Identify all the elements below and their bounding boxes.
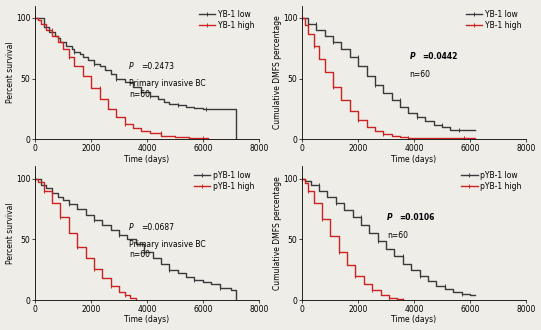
Text: P: P	[387, 213, 393, 222]
Text: P: P	[410, 52, 415, 61]
Text: n=60: n=60	[387, 231, 408, 240]
Y-axis label: Cumulative DMFS percentage: Cumulative DMFS percentage	[273, 177, 281, 290]
Legend: YB-1 low, YB-1 high: YB-1 low, YB-1 high	[198, 9, 255, 30]
Y-axis label: Percent survival: Percent survival	[5, 203, 15, 264]
Text: =0.0106: =0.0106	[399, 213, 435, 222]
Y-axis label: Cumulative DMFS percentage: Cumulative DMFS percentage	[273, 16, 281, 129]
Text: P: P	[129, 223, 134, 232]
X-axis label: Time (days): Time (days)	[392, 315, 437, 324]
Legend: pYB-1 low, pYB-1 high: pYB-1 low, pYB-1 high	[193, 170, 255, 191]
Text: =0.0687: =0.0687	[141, 223, 174, 232]
Y-axis label: Percent survival: Percent survival	[5, 42, 15, 103]
Legend: YB-1 low, YB-1 high: YB-1 low, YB-1 high	[465, 9, 522, 30]
X-axis label: Time (days): Time (days)	[124, 315, 169, 324]
Legend: pYB-1 low, pYB-1 high: pYB-1 low, pYB-1 high	[460, 170, 522, 191]
Text: P: P	[129, 62, 134, 71]
Text: =0.2473: =0.2473	[141, 62, 174, 71]
Text: =0.0442: =0.0442	[422, 52, 457, 61]
Text: Primary invasive BC
n=60: Primary invasive BC n=60	[129, 79, 206, 99]
Text: n=60: n=60	[410, 70, 431, 79]
Text: Primary invasive BC
n=60: Primary invasive BC n=60	[129, 240, 206, 259]
X-axis label: Time (days): Time (days)	[392, 155, 437, 164]
X-axis label: Time (days): Time (days)	[124, 155, 169, 164]
